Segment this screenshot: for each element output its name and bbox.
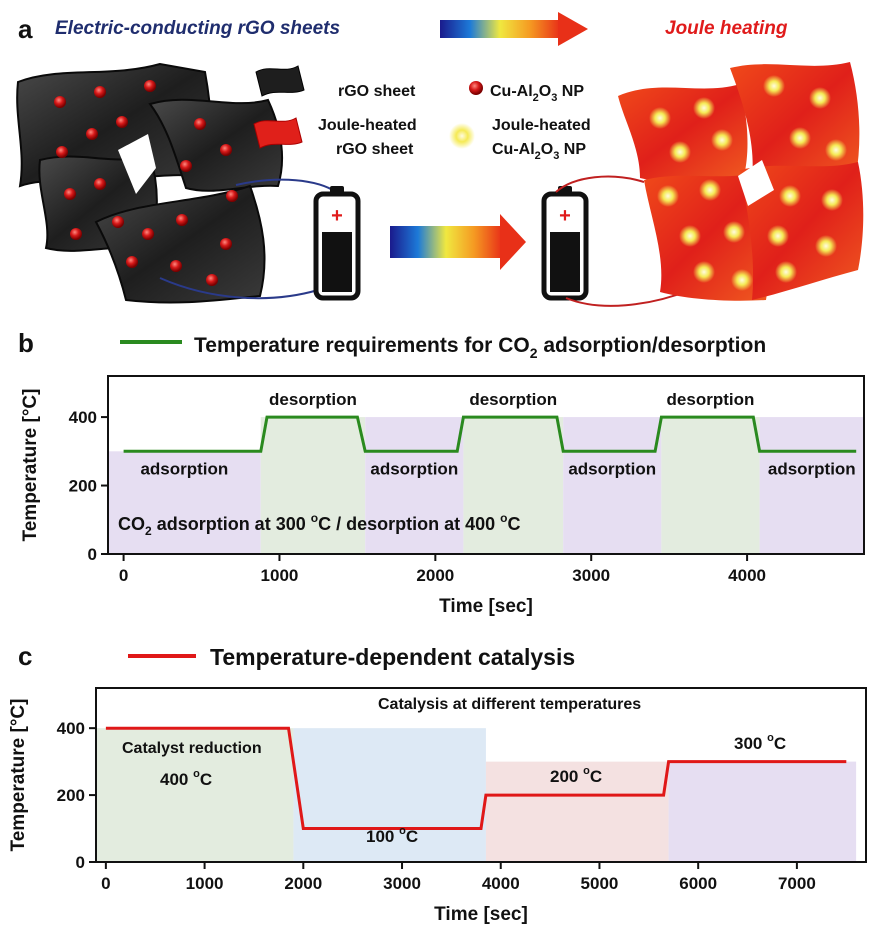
b-phase-label: adsorption [140,459,228,478]
b-x-tick-label: 1000 [261,566,299,585]
c-plot-frame [95,687,867,863]
panel-b-chart: 0 1000 2000 3000 4000 0 200 400 Time [sec] Temper… [20,375,865,617]
hot-sheet-bottom-left [644,172,771,301]
c-x-tick-label: 3000 [383,874,421,893]
c-x-tick-label: 2000 [284,874,322,893]
panel-c-chart: 0 1000 2000 3000 4000 5000 6000 7000 0 200 400 Time… [8,687,867,925]
b-y-tick-label: 0 [88,545,97,564]
panel-a-left-title: Electric-conducting rGO sheets [55,18,340,39]
battery-left-plus: + [331,205,343,227]
panel-c-temp-300: 300 oC [734,732,786,753]
panel-c-annotation: Catalysis at different temperatures [378,696,641,713]
panel-a: a Electric-conducting rGO sheets Joule h… [16,12,864,307]
rgo-sheets-hot [618,62,864,301]
hot-glow-nanoparticles [649,75,847,291]
joule-np-legend-icon [449,123,475,149]
c-x-axis-label: Time [sec] [434,904,528,925]
b-phase-label: adsorption [768,459,856,478]
c-x-tick-label: 6000 [679,874,717,893]
np-legend-icon [469,81,483,95]
panel-a-label: a [18,14,33,44]
b-region [563,417,662,554]
panel-b-label: b [18,328,34,358]
panel-c-label: c [18,641,32,671]
hot-sheet-top-right [730,62,860,182]
panel-c-reduction-label: Catalyst reduction [122,740,262,757]
b-series-line [123,415,857,453]
c-region [485,761,669,862]
b-phase-label: desorption [269,390,357,409]
c-region [668,761,857,862]
b-region [108,451,261,554]
battery-left: + [313,186,361,301]
panel-b: b Temperature requirements for CO2 adsor… [18,328,865,617]
rgo-sheet-bottom-right [94,184,266,304]
b-x-tick-label: 4000 [728,566,766,585]
wire-left-top [235,178,337,193]
legend-joule-np-line1: Joule-heated [492,117,591,134]
b-region [661,417,760,554]
wire-left-bottom [159,277,319,300]
battery-right: + [541,186,589,301]
rgo-sheet-hole [118,134,156,194]
b-region [759,417,864,554]
legend-joule-np-line2: Cu-Al2O3 NP [492,141,586,162]
wire-right-top [555,175,645,193]
b-y-axis-label: Temperature [°C] [20,389,41,542]
c-x-tick-label: 4000 [482,874,520,893]
legend-joule-rgo-line2: rGO sheet [336,141,414,158]
b-phase-label: desorption [667,390,755,409]
b-region [260,417,366,554]
panel-a-top-arrow-head [558,12,588,46]
b-region [463,417,564,554]
rgo-sheet-legend-icon [255,65,305,97]
b-plot-frame [107,375,865,555]
c-y-tick-label: 200 [57,786,85,805]
legend-joule-rgo-line1: Joule-heated [318,117,417,134]
panel-b-note: CO2 adsorption at 300 oC / desorption at… [118,511,520,538]
panel-c-temp-400: 400 oC [160,768,212,789]
c-y-tick-label: 400 [57,719,85,738]
legend-rgo-sheet: rGO sheet [338,83,416,100]
b-phase-label: desorption [469,390,557,409]
c-x-tick-label: 5000 [581,874,619,893]
panel-b-legend: Temperature requirements for CO2 adsorpt… [194,334,766,361]
b-x-axis-label: Time [sec] [439,596,533,617]
c-x-tick-label: 7000 [778,874,816,893]
hot-sheet-hole [738,160,774,206]
c-x-tick-label: 0 [101,874,110,893]
b-region [365,417,464,554]
panel-c-temp-100: 100 oC [366,825,418,846]
c-y-tick-label: 0 [76,853,85,872]
panel-a-top-arrow-body [440,20,560,38]
b-phase-label: adsorption [568,459,656,478]
panel-a-right-title: Joule heating [665,18,788,39]
legend-np: Cu-Al2O3 NP [490,83,584,104]
hot-sheet-top-left [618,84,748,182]
c-x-tick-label: 1000 [186,874,224,893]
panel-a-mid-arrow-head [500,214,526,270]
joule-rgo-legend-icon [253,117,303,149]
c-region [293,728,486,862]
c-series-line [105,726,847,830]
rgo-sheets-dark [16,62,284,304]
rgo-red-nanoparticles [54,80,238,286]
b-x-tick-label: 3000 [572,566,610,585]
panel-a-mid-arrow-body [390,226,502,258]
c-y-axis-label: Temperature [°C] [8,699,29,852]
b-x-tick-label: 2000 [416,566,454,585]
b-x-tick-label: 0 [119,566,128,585]
b-y-tick-label: 400 [69,408,97,427]
panel-c-legend: Temperature-dependent catalysis [210,644,575,670]
b-phase-label: adsorption [370,459,458,478]
panel-c: c Temperature-dependent catalysis 0 1000 2… [8,641,867,925]
c-region [96,728,294,862]
panel-c-temp-200: 200 oC [550,765,602,786]
battery-right-plus: + [559,205,571,227]
b-y-tick-label: 200 [69,477,97,496]
